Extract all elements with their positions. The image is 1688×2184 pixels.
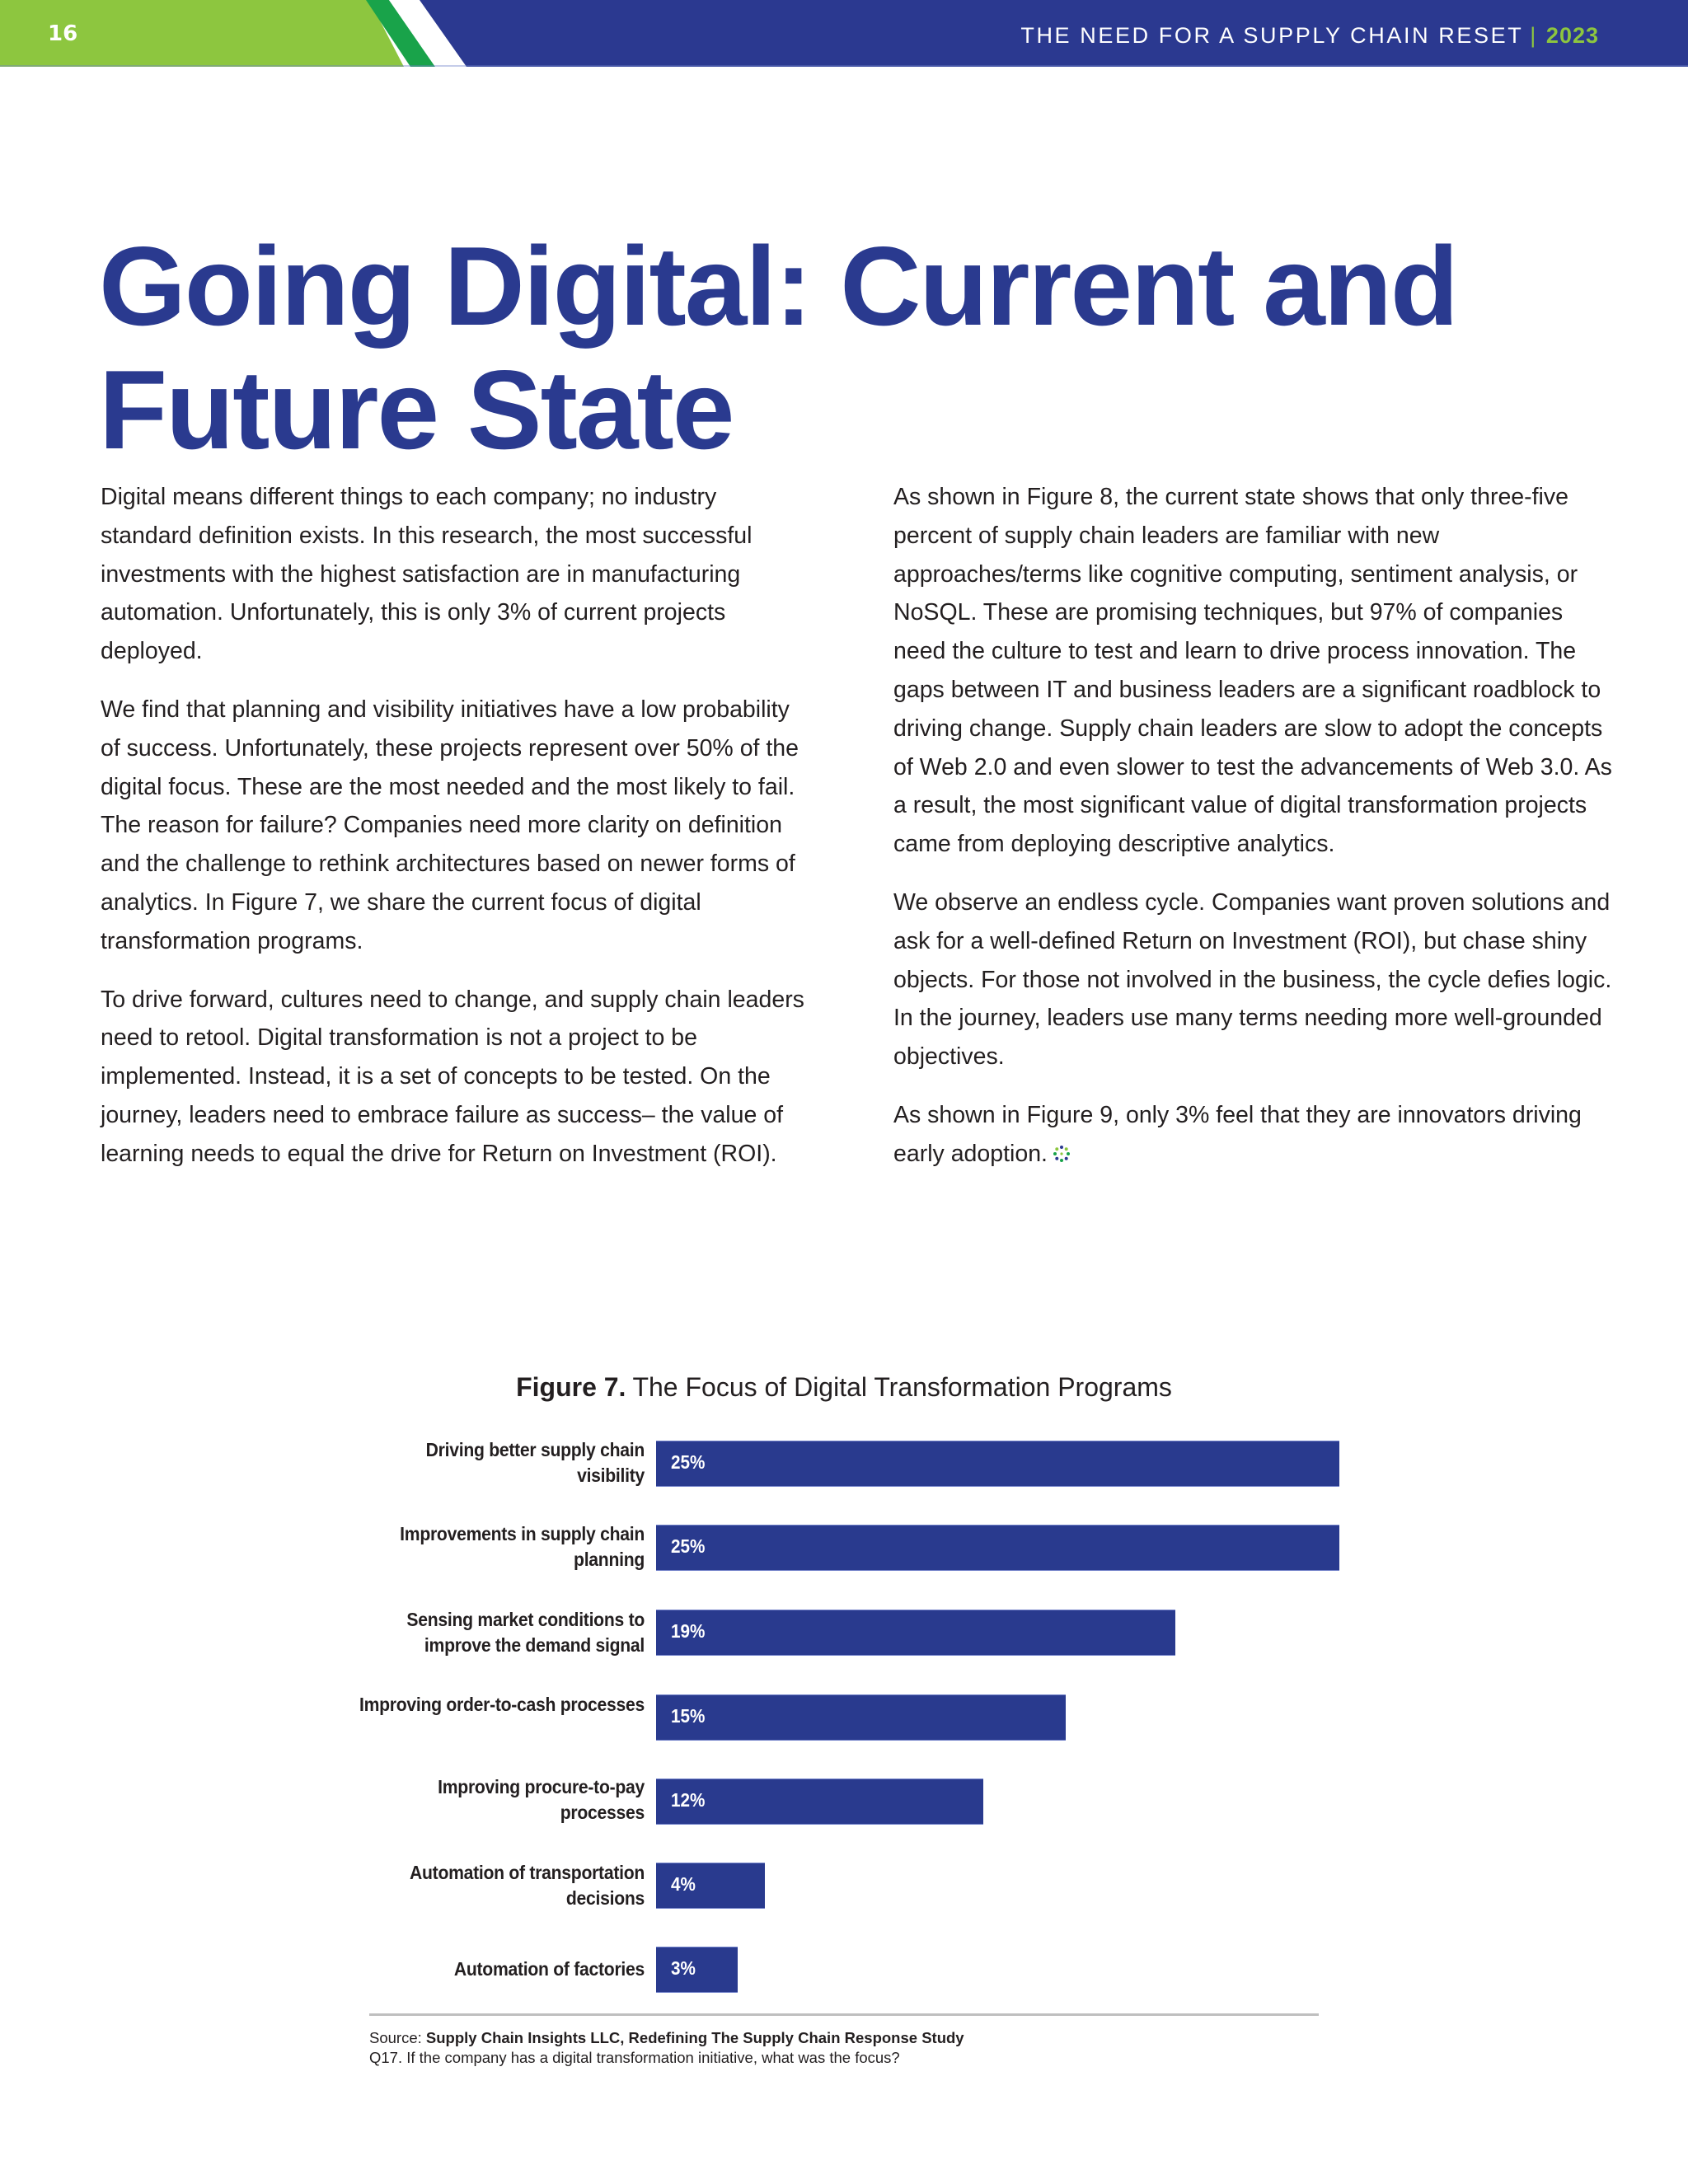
source-line: Source: Supply Chain Insights LLC, Redef… [369, 2028, 964, 2048]
figure-label: Figure 7. [516, 1372, 626, 1402]
figure-source: Source: Supply Chain Insights LLC, Redef… [369, 2028, 964, 2068]
bar: 3% [656, 1947, 738, 1993]
bar-row: Sensing market conditions to improve the… [0, 1609, 1688, 1656]
source-text: Supply Chain Insights LLC, Redefining Th… [425, 2029, 964, 2046]
bar-category-label: Driving better supply chain visibility [425, 1439, 645, 1486]
bar-value-label: 3% [671, 1957, 696, 1979]
source-prefix: Source: [369, 2029, 422, 2046]
bar-row: Improving procure-to-pay processes 12% [0, 1776, 1688, 1825]
paragraph: We find that planning and visibility ini… [101, 696, 799, 954]
paragraph: Digital means different things to each c… [101, 484, 753, 665]
dot-burst-logo-icon [1053, 1145, 1070, 1162]
paragraph: To drive forward, cultures need to chang… [101, 986, 804, 1167]
bar-row: Improvements in supply chain planning 25… [0, 1523, 1688, 1571]
figure-caption: The Focus of Digital Transformation Prog… [632, 1372, 1172, 1402]
running-title-text: THE NEED FOR A SUPPLY CHAIN RESET [1020, 23, 1524, 48]
running-title-year: 2023 [1545, 23, 1599, 48]
page-title: Going Digital: Current and Future State [99, 224, 1582, 471]
bar-category-label: Automation of factories [453, 1958, 645, 1980]
bar-category-label: Automation of transportation decisions [410, 1862, 645, 1909]
page-number: 16 [48, 21, 78, 46]
bar-row: Improving order-to-cash processes 15% [0, 1694, 1688, 1741]
survey-question: Q17. If the company has a digital transf… [369, 2049, 900, 2066]
bar-value-label: 25% [671, 1535, 706, 1557]
header-stripe-graphic [0, 0, 1688, 67]
figure-title: Figure 7. The Focus of Digital Transforma… [0, 1372, 1688, 1403]
bar-value-label: 12% [671, 1789, 706, 1811]
bar-category-label: Improving order-to-cash processes [359, 1694, 645, 1715]
bar: 15% [656, 1694, 1066, 1741]
bar-category-label: Improving procure-to-pay processes [438, 1776, 645, 1823]
running-title: THE NEED FOR A SUPPLY CHAIN RESET | 2023 [1020, 23, 1599, 49]
page-title-line-1: Going Digital: Current and [99, 223, 1459, 349]
paragraph-final: As shown in Figure 9, only 3% feel that … [893, 1096, 1619, 1174]
running-title-separator: | [1530, 23, 1538, 48]
paragraph: As shown in Figure 8, the current state … [893, 484, 1612, 858]
bar-value-label: 15% [671, 1705, 706, 1727]
bar-row: Automation of factories 3% [0, 1947, 1688, 1993]
bar: 12% [656, 1779, 983, 1825]
bar-value-label: 19% [671, 1620, 706, 1642]
page-title-line-2: Future State [99, 347, 734, 472]
bar: 25% [656, 1441, 1339, 1487]
bar-row: Automation of transportation decisions 4… [0, 1862, 1688, 1909]
bar-category-label: Improvements in supply chain planning [400, 1523, 645, 1570]
paragraph-text: As shown in Figure 9, only 3% feel that … [893, 1101, 1582, 1167]
bar-value-label: 25% [671, 1451, 706, 1473]
body-column-left: Digital means different things to each c… [101, 478, 809, 1193]
bar: 19% [656, 1610, 1175, 1656]
source-divider [369, 2013, 1319, 2016]
bar: 25% [656, 1525, 1339, 1571]
paragraph: We observe an endless cycle. Companies w… [893, 888, 1612, 1071]
bar-category-label: Sensing market conditions to improve the… [406, 1609, 645, 1656]
bar-value-label: 4% [671, 1873, 696, 1895]
bar-row: Driving better supply chain visibility 2… [0, 1439, 1688, 1487]
bar: 4% [656, 1863, 765, 1909]
page-header-band: 16 THE NEED FOR A SUPPLY CHAIN RESET | 202… [0, 0, 1688, 67]
body-column-right: As shown in Figure 8, the current state … [893, 478, 1619, 1193]
